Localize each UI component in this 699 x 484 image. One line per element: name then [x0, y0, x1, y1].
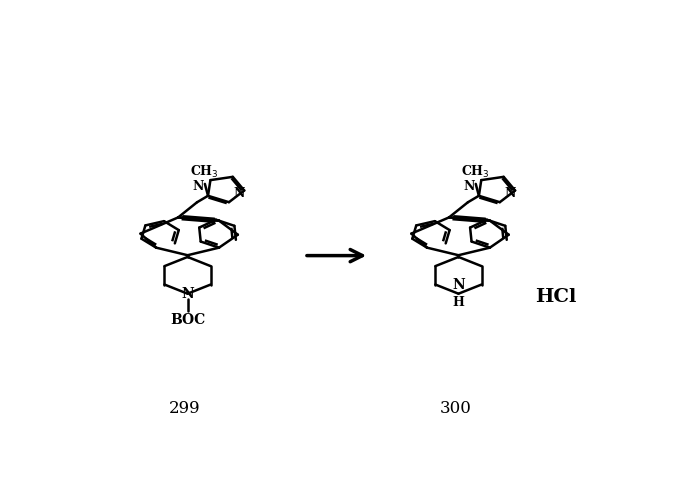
Text: 299: 299: [169, 400, 201, 417]
Text: BOC: BOC: [170, 313, 206, 327]
Text: H: H: [452, 296, 464, 309]
Text: HCl: HCl: [535, 287, 577, 305]
Text: 300: 300: [440, 400, 472, 417]
Text: N: N: [192, 180, 203, 193]
Text: N: N: [504, 187, 515, 200]
Text: N: N: [181, 287, 194, 301]
Text: N: N: [463, 180, 475, 193]
Text: CH$_3$: CH$_3$: [191, 164, 219, 180]
Text: N: N: [233, 187, 245, 200]
Text: CH$_3$: CH$_3$: [461, 164, 490, 180]
Text: N: N: [452, 278, 465, 292]
